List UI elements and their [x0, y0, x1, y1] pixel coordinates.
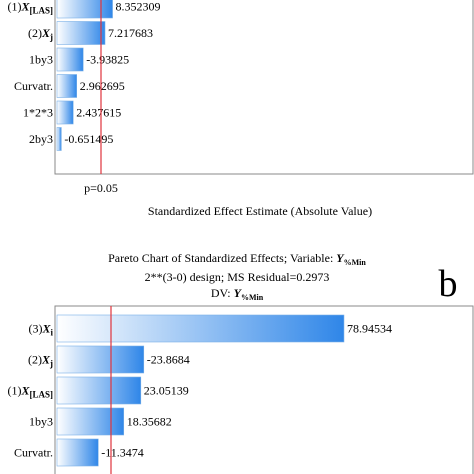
category-label: (3)Xi — [28, 322, 53, 338]
category-label: 1by3 — [29, 53, 53, 67]
bar-row: (1)X[LAS] 8.352309 — [7, 0, 161, 19]
category-label: (1)X[LAS] — [7, 0, 53, 16]
value-label: 2.437615 — [76, 106, 121, 120]
bar — [56, 74, 78, 98]
bar-row: (2)Xj -23.8684 — [28, 345, 190, 374]
panel-b-title-line-2: 2**(3-0) design; MS Residual=0.2973 — [145, 270, 330, 284]
value-label: 18.35682 — [127, 415, 172, 429]
panel-b-frame — [54, 305, 474, 474]
panel-b-title-line-3: DV: Y%Min — [211, 286, 264, 302]
value-label: -0.651495 — [64, 132, 113, 146]
category-label: 1*2*3 — [23, 106, 53, 120]
bar — [56, 100, 74, 125]
bar-row: (2)Xj 7.217683 — [28, 21, 153, 45]
bar — [56, 438, 99, 467]
bar-row: Curvatr. 2.962695 — [14, 74, 125, 98]
category-label: (2)Xj — [28, 353, 53, 369]
category-label: 2by3 — [29, 132, 53, 146]
panel-b-title-line-1: Pareto Chart of Standardized Effects; Va… — [108, 251, 366, 267]
bar — [56, 0, 113, 19]
value-label: -11.3474 — [101, 446, 144, 460]
bar — [56, 21, 106, 45]
bar — [56, 127, 62, 151]
bar — [56, 314, 345, 343]
value-label: 7.217683 — [108, 26, 153, 40]
category-label: Curvatr. — [14, 79, 53, 93]
bar — [56, 376, 142, 405]
category-label: 1by3 — [29, 415, 53, 429]
panel-a-p-label: p=0.05 — [84, 181, 118, 195]
value-label: -23.8684 — [147, 353, 190, 367]
bar-row: Curvatr. -11.3474 — [14, 438, 144, 467]
bar-row: 1by3 -3.93825 — [29, 47, 129, 72]
panel-a-frame — [54, 0, 474, 175]
value-label: 8.352309 — [116, 0, 161, 14]
bar-row: (1)X[LAS] 23.05139 — [7, 376, 189, 405]
bar-row: (3)Xi 78.94534 — [28, 314, 392, 343]
value-label: 23.05139 — [144, 384, 189, 398]
value-label: 78.94534 — [347, 322, 392, 336]
value-label: -3.93825 — [86, 53, 129, 67]
panel-b-letter: b — [439, 263, 458, 305]
bar — [56, 345, 145, 374]
bar-row: 1*2*3 2.437615 — [23, 100, 121, 125]
bar-row: 1by3 18.35682 — [29, 407, 172, 436]
category-label: (1)X[LAS] — [7, 384, 53, 400]
bar — [56, 407, 125, 436]
category-label: Curvatr. — [14, 446, 53, 460]
panel-a-x-axis-title: Standardized Effect Estimate (Absolute V… — [148, 204, 372, 218]
panel-a: (1)X[LAS] 8.352309 (2)Xj 7.217683 1by3 -3.938… — [7, 0, 474, 218]
value-label: 2.962695 — [80, 79, 125, 93]
bar — [56, 47, 84, 72]
category-label: (2)Xj — [28, 26, 53, 42]
panel-b: Pareto Chart of Standardized Effects; Va… — [7, 251, 474, 474]
